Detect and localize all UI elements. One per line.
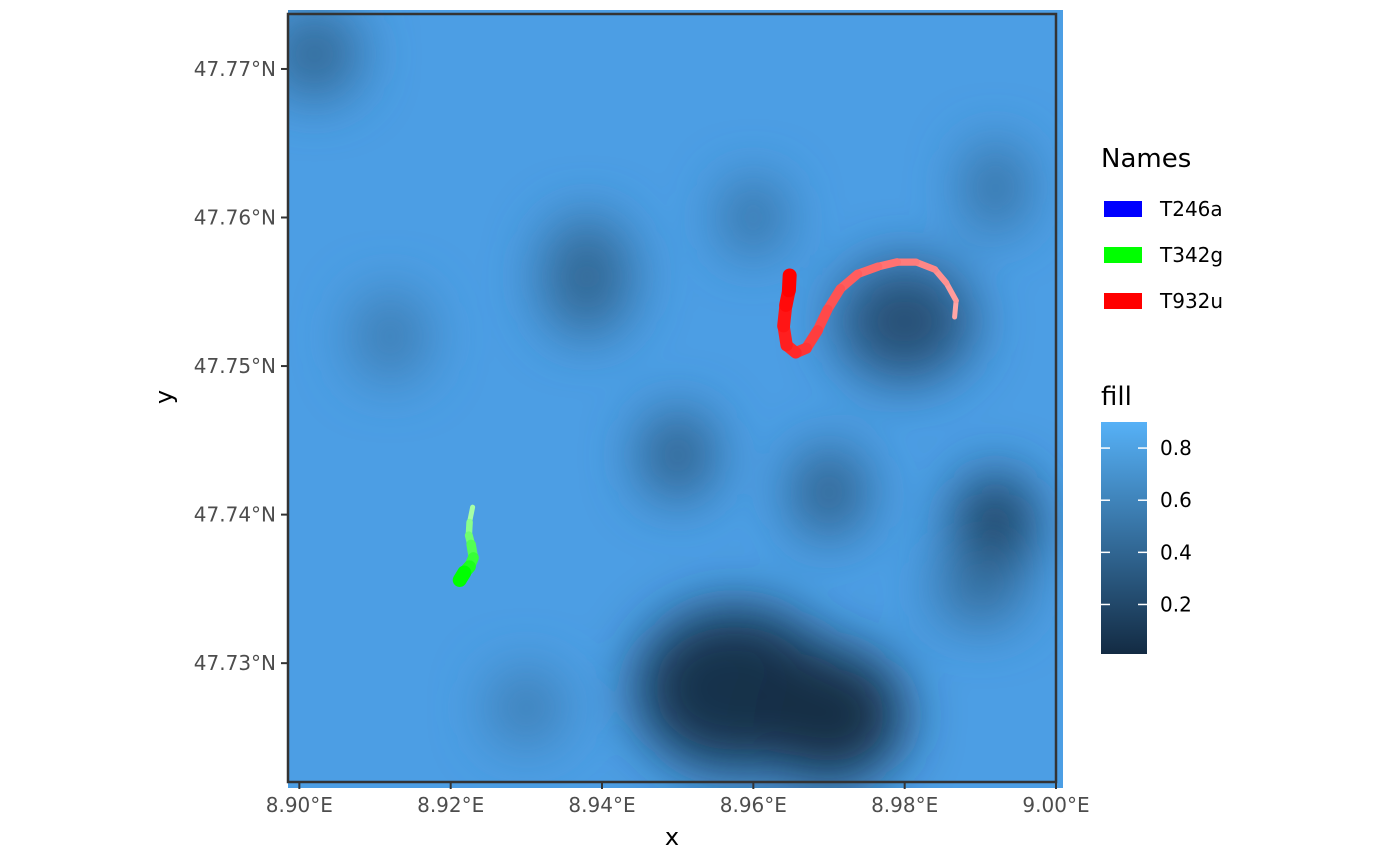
- fill-tick-label: 0.6: [1160, 488, 1192, 512]
- fill-tick-label: 0.8: [1160, 436, 1192, 460]
- y-tick-label: 47.76°N: [194, 206, 276, 230]
- raster-patch: [723, 180, 784, 255]
- y-axis: 47.73°N 47.74°N 47.75°N 47.76°N 47.77°N: [194, 57, 288, 675]
- raster-patch: [639, 410, 716, 500]
- raster-patch: [836, 262, 973, 381]
- x-tick-label: 8.98°E: [871, 793, 938, 817]
- raster-patches: [288, 10, 1038, 783]
- y-tick-label: 47.73°N: [194, 651, 276, 675]
- x-axis-title: x: [665, 823, 679, 851]
- legend-fill: fill 0.8 0.6 0.4 0.2: [1101, 382, 1192, 654]
- legend-key-T246a: [1104, 201, 1142, 217]
- track-segment-T932u: [943, 280, 959, 304]
- fill-tick-label: 0.4: [1160, 540, 1192, 564]
- x-tick-label: 9.00°E: [1022, 793, 1089, 817]
- legend-fill-title: fill: [1101, 382, 1132, 412]
- legend-names-title: Names: [1101, 144, 1191, 174]
- x-tick-label: 8.96°E: [720, 793, 787, 817]
- legend-label-T932u: T932u: [1159, 289, 1223, 313]
- y-axis-title: y: [150, 390, 178, 404]
- raster-patch: [541, 217, 633, 337]
- legend-fill-ticks: 0.8 0.6 0.4 0.2: [1101, 436, 1192, 616]
- fill-tick-label: 0.2: [1160, 592, 1192, 616]
- legend-key-T932u: [1104, 293, 1142, 309]
- raster-patch: [934, 551, 1026, 627]
- legend-label-T342g: T342g: [1159, 243, 1223, 267]
- fill-colorbar: [1101, 422, 1147, 654]
- raster-patch: [753, 648, 905, 783]
- raster-patch: [965, 143, 1026, 233]
- raster-patch: [953, 473, 1038, 578]
- y-tick-label: 47.74°N: [194, 503, 276, 527]
- track-segment-T342g: [452, 565, 472, 587]
- legend-key-T342g: [1104, 247, 1142, 263]
- raster-patch: [488, 670, 565, 745]
- raster-patch: [288, 10, 360, 99]
- x-tick-label: 8.90°E: [266, 793, 333, 817]
- track-segment-T932u: [781, 268, 797, 298]
- x-axis: 8.90°E 8.92°E 8.94°E 8.96°E 8.98°E 9.00°E: [266, 782, 1090, 817]
- raster-patch: [352, 291, 428, 381]
- y-tick-label: 47.77°N: [194, 57, 276, 81]
- raster-layer: [288, 10, 1063, 788]
- x-tick-label: 8.92°E: [417, 793, 484, 817]
- x-tick-label: 8.94°E: [568, 793, 635, 817]
- legend-names-entries: T246a T342g T932u: [1104, 197, 1223, 313]
- panel-border: [286, 12, 1058, 784]
- legend-label-T246a: T246a: [1159, 197, 1223, 221]
- y-tick-label: 47.75°N: [194, 354, 276, 378]
- raster-patch: [791, 447, 867, 537]
- legend-names: Names T246a T342g T932u: [1101, 144, 1223, 313]
- tracks-layer: [452, 258, 959, 587]
